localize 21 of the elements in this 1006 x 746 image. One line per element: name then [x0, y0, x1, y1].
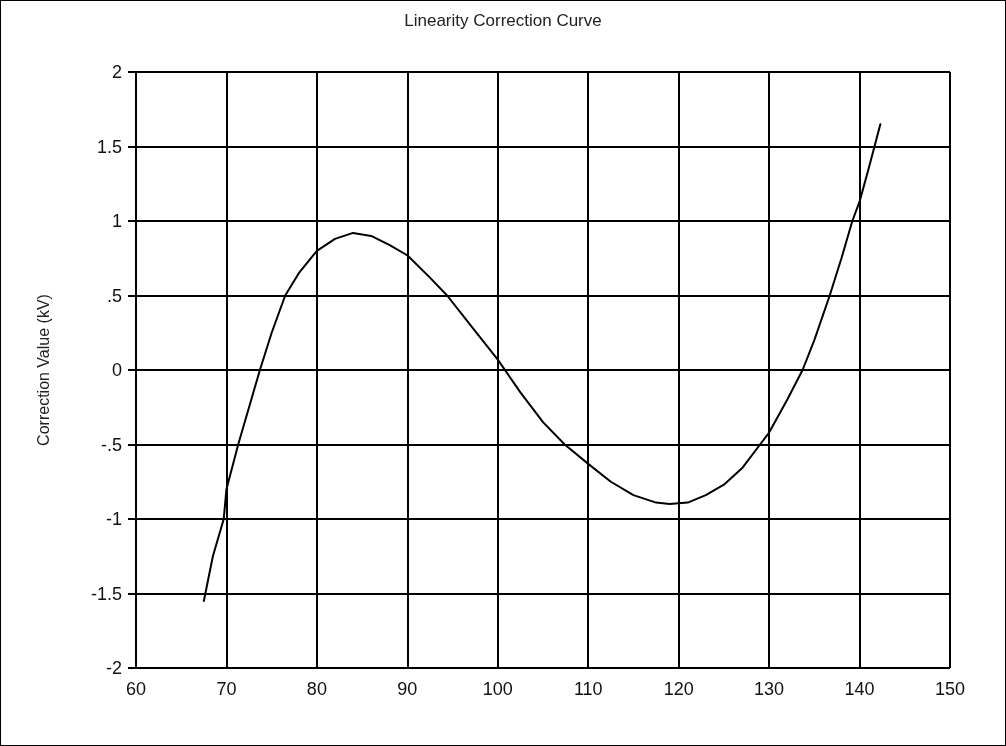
x-tick-label: 120	[663, 679, 694, 699]
x-tick-label: 80	[306, 679, 327, 699]
y-tick-label: -1.5	[90, 583, 122, 604]
y-tick-label: -2	[105, 658, 122, 678]
y-axis-title: Correction Value (kV)	[34, 294, 52, 446]
x-tick-label: 60	[125, 679, 147, 699]
y-tick-label: 0	[111, 360, 122, 380]
y-tick-label: .5	[106, 285, 122, 306]
x-tick-label: 100	[482, 679, 513, 699]
y-tick-label: 2	[111, 62, 122, 82]
y-tick-label: -.5	[100, 434, 122, 455]
x-tick-label: 70	[216, 679, 237, 699]
y-tick-label: 1.5	[96, 136, 122, 157]
x-tick-label: 130	[754, 679, 785, 699]
x-tick-label: 150	[934, 679, 966, 699]
x-tick-label: 90	[397, 679, 418, 699]
chart-title: Linearity Correction Curve	[404, 11, 602, 30]
x-tick-label: 110	[573, 679, 603, 699]
x-tick-label: 140	[844, 679, 875, 699]
y-tick-label: 1	[111, 211, 122, 231]
y-tick-label: -1	[105, 509, 122, 529]
